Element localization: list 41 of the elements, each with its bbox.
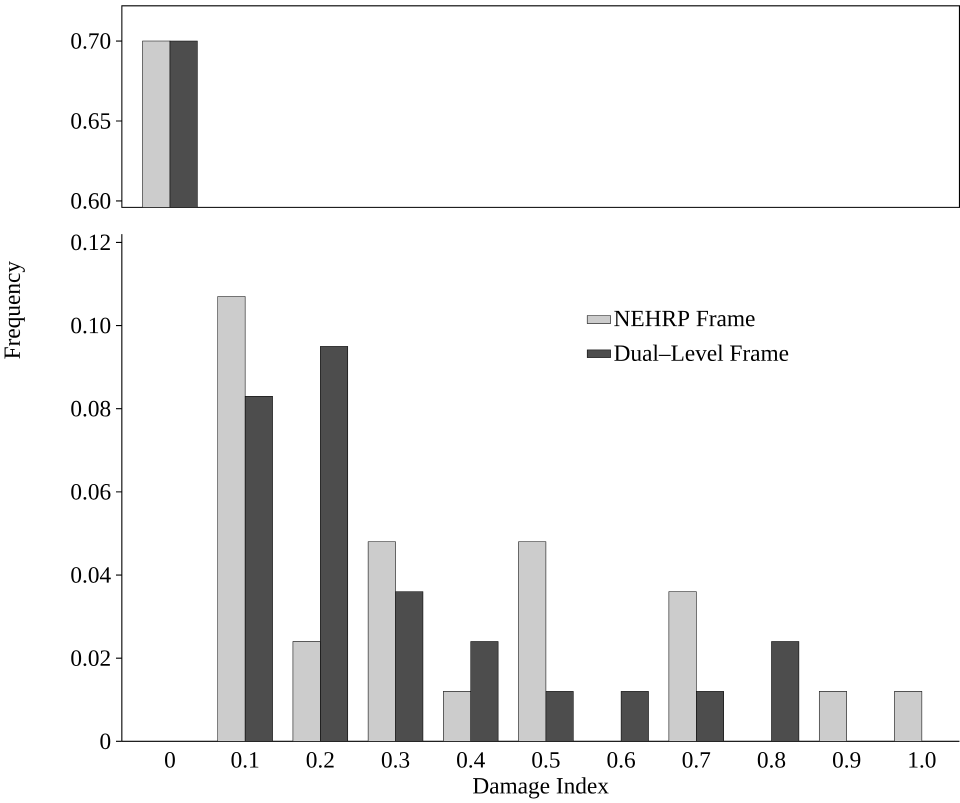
bar	[443, 691, 471, 742]
y-tick-label: 0.08	[71, 400, 110, 417]
y-tick-label: 0.65	[71, 113, 110, 129]
y-tick-label: 0.04	[71, 567, 111, 583]
bar	[518, 541, 546, 742]
bar	[244, 396, 273, 742]
x-tick-label: 0.7	[682, 752, 710, 768]
bar	[771, 641, 800, 742]
bar	[668, 591, 697, 742]
x-tick-label: 1.0	[909, 752, 936, 768]
x-axis-title: Damage Index	[473, 777, 609, 798]
bar	[395, 591, 424, 742]
bar	[696, 691, 724, 742]
y-tick-label: 0.06	[71, 484, 110, 500]
x-tick-label: 0.1	[231, 752, 258, 768]
bar	[818, 691, 847, 742]
x-tick-label: 0.6	[607, 752, 635, 768]
x-tick-label: 0.2	[306, 752, 334, 768]
legend-label: NEHRP Frame	[614, 310, 755, 326]
bar	[894, 691, 922, 742]
x-tick-label: 0.8	[758, 752, 786, 768]
y-tick-label: 0.12	[71, 234, 110, 250]
x-tick-label: 0.4	[457, 752, 485, 768]
x-tick-label: 0	[165, 752, 175, 768]
bar	[620, 691, 649, 742]
bar	[368, 541, 396, 742]
bar	[292, 641, 321, 742]
bar	[546, 691, 574, 742]
y-tick-label: 0	[100, 733, 110, 750]
y-tick-label: 0.02	[71, 650, 110, 666]
bar	[217, 296, 246, 742]
y-tick-label: 0.10	[71, 318, 110, 334]
bar	[470, 641, 498, 742]
x-tick-label: 0.3	[382, 752, 410, 768]
y-tick-label: 0.60	[71, 193, 110, 209]
y-tick-label: 0.70	[71, 33, 110, 49]
legend-label: Dual–Level Frame	[614, 344, 788, 362]
x-tick-label: 0.9	[832, 752, 860, 768]
x-tick-label: 0.5	[532, 752, 560, 768]
bar	[320, 346, 348, 742]
y-axis-title: Frequency	[4, 261, 25, 359]
